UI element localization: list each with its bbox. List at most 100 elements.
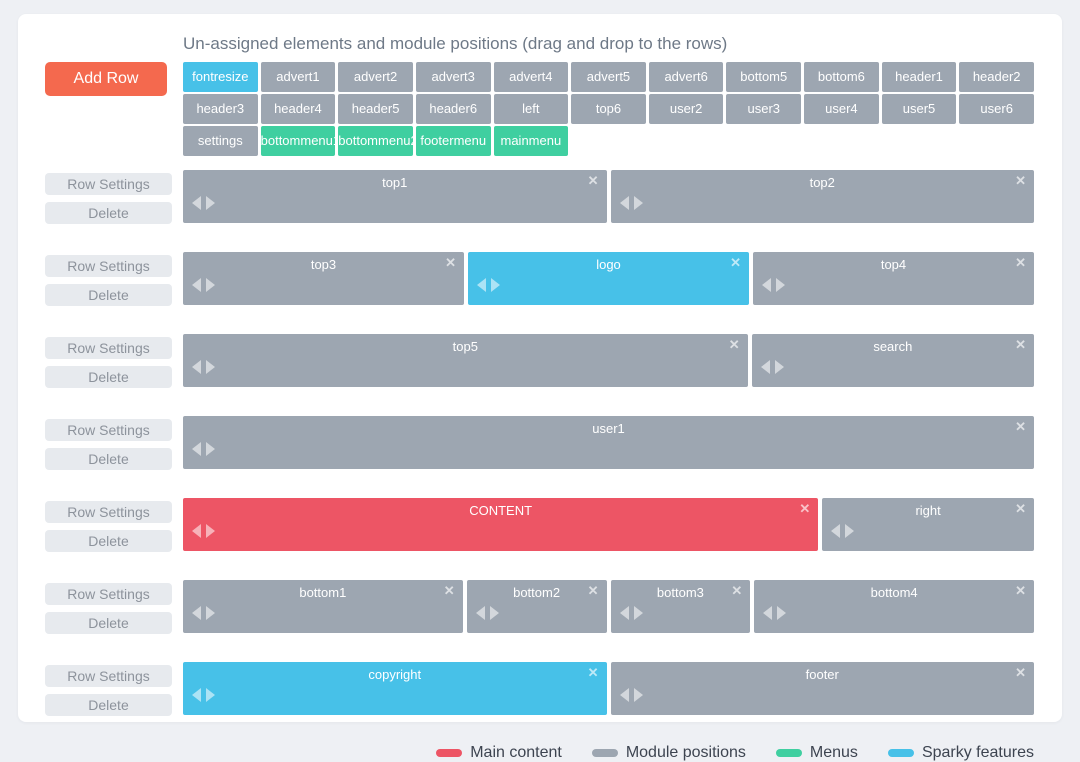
row-settings-button[interactable]: Row Settings (45, 337, 172, 359)
position-block-user1[interactable]: user1 ✕ (183, 416, 1034, 469)
unassigned-chip-advert4[interactable]: advert4 (493, 62, 569, 92)
row-settings-button[interactable]: Row Settings (45, 255, 172, 277)
unassigned-chip-header6[interactable]: header6 (415, 94, 491, 124)
arrow-left-icon[interactable] (619, 688, 629, 702)
arrow-right-icon[interactable] (776, 278, 785, 292)
unassigned-chip-fontresize[interactable]: fontresize (183, 62, 258, 92)
remove-icon[interactable]: ✕ (799, 501, 811, 516)
position-block-CONTENT[interactable]: CONTENT ✕ (183, 498, 819, 551)
position-block-copyright[interactable]: copyright ✕ (183, 662, 607, 715)
delete-row-button[interactable]: Delete (45, 612, 172, 634)
arrow-right-icon[interactable] (206, 442, 215, 456)
unassigned-chip-user4[interactable]: user4 (804, 94, 879, 124)
position-block-top1[interactable]: top1 ✕ (183, 170, 607, 223)
arrow-left-icon[interactable] (192, 606, 201, 620)
unassigned-chip-advert1[interactable]: advert1 (260, 62, 336, 92)
position-block-top5[interactable]: top5 ✕ (183, 334, 748, 387)
arrow-left-icon[interactable] (477, 278, 486, 292)
delete-row-button[interactable]: Delete (45, 202, 172, 224)
arrow-left-icon[interactable] (619, 606, 629, 620)
unassigned-chip-header5[interactable]: header5 (338, 94, 413, 124)
unassigned-chip-settings[interactable]: settings (183, 126, 258, 156)
delete-row-button[interactable]: Delete (45, 530, 172, 552)
row-settings-button[interactable]: Row Settings (45, 173, 172, 195)
unassigned-chip-bottom6[interactable]: bottom6 (804, 62, 879, 92)
arrow-left-icon[interactable] (192, 442, 201, 456)
unassigned-chip-header2[interactable]: header2 (959, 62, 1034, 92)
remove-icon[interactable]: ✕ (731, 583, 743, 598)
unassigned-chip-advert5[interactable]: advert5 (571, 62, 646, 92)
unassigned-chip-top6[interactable]: top6 (571, 94, 646, 124)
arrow-right-icon[interactable] (633, 196, 643, 210)
add-row-button[interactable]: Add Row (45, 62, 167, 96)
unassigned-chip-advert6[interactable]: advert6 (648, 62, 724, 92)
delete-row-button[interactable]: Delete (45, 694, 172, 716)
remove-icon[interactable]: ✕ (728, 337, 740, 352)
arrow-right-icon[interactable] (206, 606, 215, 620)
arrow-right-icon[interactable] (774, 360, 784, 374)
arrow-left-icon[interactable] (475, 606, 485, 620)
position-block-bottom1[interactable]: bottom1 ✕ (183, 580, 463, 633)
arrow-left-icon[interactable] (192, 360, 201, 374)
position-block-top4[interactable]: top4 ✕ (753, 252, 1034, 305)
unassigned-chip-footermenu[interactable]: footermenu (415, 126, 491, 156)
remove-icon[interactable]: ✕ (1015, 419, 1026, 434)
arrow-left-icon[interactable] (831, 524, 841, 538)
position-block-bottom3[interactable]: bottom3 ✕ (610, 580, 751, 633)
unassigned-chip-header3[interactable]: header3 (183, 94, 258, 124)
unassigned-chip-bottommenu2[interactable]: bottommenu2 (338, 126, 413, 156)
unassigned-chip-user3[interactable]: user3 (726, 94, 802, 124)
unassigned-chip-advert2[interactable]: advert2 (338, 62, 413, 92)
arrow-left-icon[interactable] (760, 360, 770, 374)
remove-icon[interactable]: ✕ (587, 665, 599, 680)
arrow-left-icon[interactable] (619, 196, 629, 210)
arrow-left-icon[interactable] (192, 196, 201, 210)
remove-icon[interactable]: ✕ (1015, 337, 1026, 352)
unassigned-chip-user2[interactable]: user2 (648, 94, 724, 124)
unassigned-chip-left[interactable]: left (493, 94, 569, 124)
unassigned-chip-header1[interactable]: header1 (881, 62, 957, 92)
arrow-right-icon[interactable] (206, 688, 215, 702)
position-block-bottom4[interactable]: bottom4 ✕ (754, 580, 1034, 633)
remove-icon[interactable]: ✕ (1015, 255, 1026, 270)
arrow-right-icon[interactable] (489, 606, 499, 620)
unassigned-chip-bottom5[interactable]: bottom5 (726, 62, 802, 92)
unassigned-chip-header4[interactable]: header4 (260, 94, 336, 124)
row-settings-button[interactable]: Row Settings (45, 501, 172, 523)
arrow-left-icon[interactable] (763, 606, 773, 620)
arrow-right-icon[interactable] (777, 606, 787, 620)
position-block-footer[interactable]: footer ✕ (610, 662, 1034, 715)
arrow-right-icon[interactable] (206, 524, 215, 538)
arrow-right-icon[interactable] (845, 524, 855, 538)
remove-icon[interactable]: ✕ (1015, 583, 1026, 598)
position-block-top3[interactable]: top3 ✕ (183, 252, 464, 305)
unassigned-chip-mainmenu[interactable]: mainmenu (493, 126, 569, 156)
unassigned-chip-advert3[interactable]: advert3 (415, 62, 491, 92)
arrow-right-icon[interactable] (206, 278, 215, 292)
arrow-right-icon[interactable] (633, 606, 643, 620)
unassigned-chip-user5[interactable]: user5 (881, 94, 957, 124)
delete-row-button[interactable]: Delete (45, 448, 172, 470)
position-block-bottom2[interactable]: bottom2 ✕ (466, 580, 607, 633)
remove-icon[interactable]: ✕ (1015, 501, 1026, 516)
delete-row-button[interactable]: Delete (45, 284, 172, 306)
arrow-right-icon[interactable] (206, 196, 215, 210)
position-block-logo[interactable]: logo ✕ (468, 252, 749, 305)
position-block-top2[interactable]: top2 ✕ (610, 170, 1034, 223)
remove-icon[interactable]: ✕ (443, 583, 455, 598)
remove-icon[interactable]: ✕ (1015, 665, 1026, 680)
arrow-left-icon[interactable] (192, 278, 201, 292)
arrow-left-icon[interactable] (192, 524, 201, 538)
arrow-left-icon[interactable] (762, 278, 771, 292)
remove-icon[interactable]: ✕ (1015, 173, 1026, 188)
delete-row-button[interactable]: Delete (45, 366, 172, 388)
remove-icon[interactable]: ✕ (730, 255, 741, 270)
remove-icon[interactable]: ✕ (587, 583, 599, 598)
position-block-right[interactable]: right ✕ (822, 498, 1034, 551)
position-block-search[interactable]: search ✕ (751, 334, 1034, 387)
unassigned-chip-bottommenu1[interactable]: bottommenu1 (260, 126, 336, 156)
arrow-right-icon[interactable] (633, 688, 643, 702)
arrow-right-icon[interactable] (206, 360, 215, 374)
remove-icon[interactable]: ✕ (587, 173, 599, 188)
remove-icon[interactable]: ✕ (445, 255, 456, 270)
